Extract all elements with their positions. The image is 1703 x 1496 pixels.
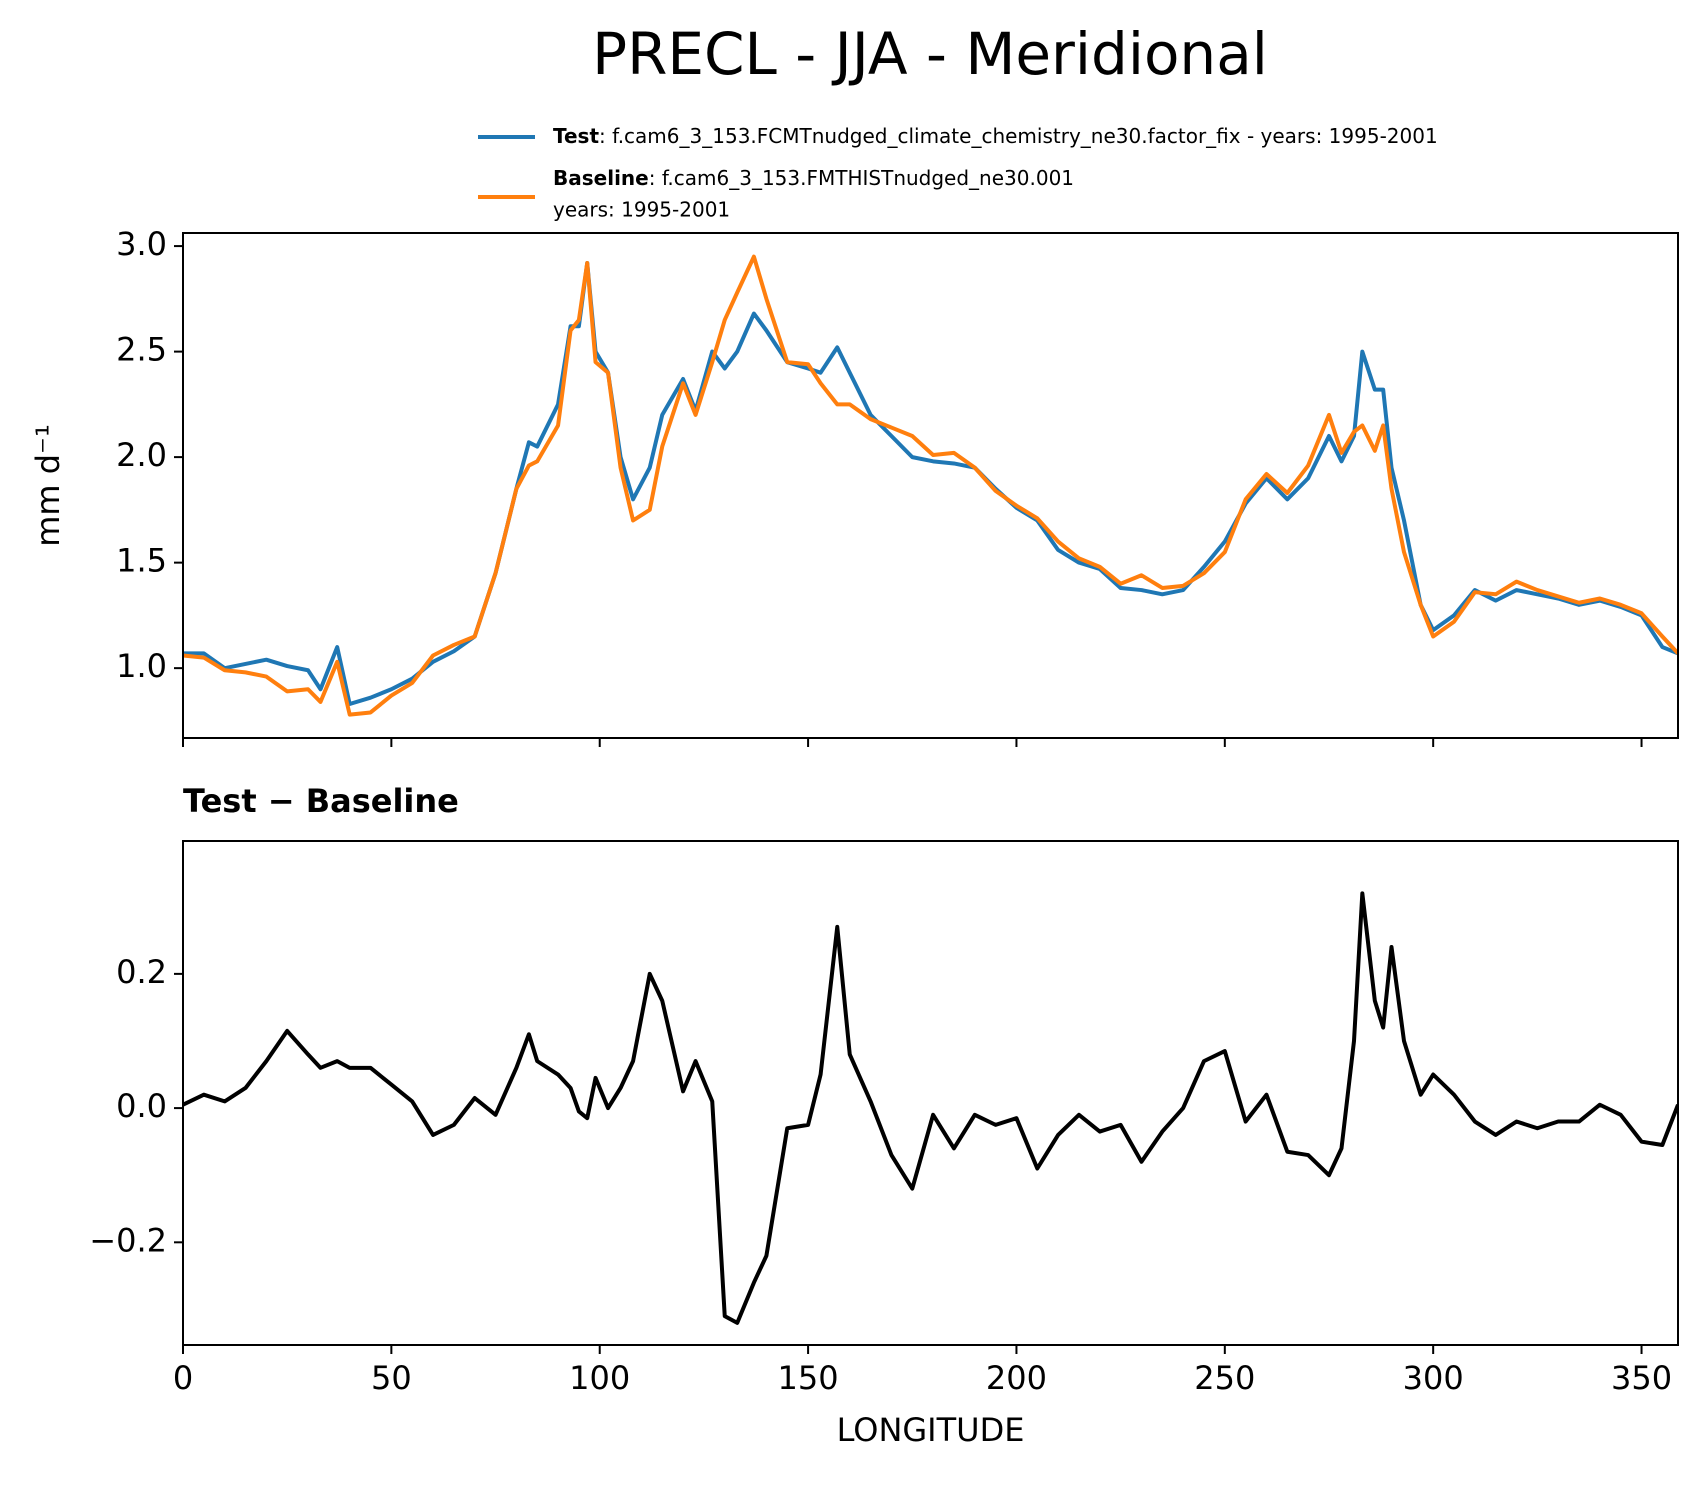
x-tick-label: 50 [371,1359,412,1397]
legend-label: Baseline: f.cam6_3_153.FMTHISTnudged_ne3… [553,166,1074,190]
x-tick-label: 100 [569,1359,630,1397]
data-line [183,891,1678,1325]
y-tick-label: 3.0 [116,225,167,263]
data-line [183,260,1678,707]
x-tick-label: 300 [1403,1359,1464,1397]
axes-frame [182,840,1679,1346]
x-tick-label: 250 [1194,1359,1255,1397]
y-tick-label: 1.5 [116,542,167,580]
legend-description: years: 1995-2001 [553,198,730,222]
x-tick-label: 150 [778,1359,839,1397]
x-tick-label: 350 [1611,1359,1672,1397]
y-tick-label: 0.0 [116,1087,167,1125]
legend-description: : f.cam6_3_153.FMTHISTnudged_ne30.001 [649,166,1074,190]
y-tick-label: 1.0 [116,647,167,685]
legend-label: Test: f.cam6_3_153.FCMTnudged_climate_ch… [553,124,1438,148]
y-tick-label: −0.2 [89,1221,167,1259]
x-axis-label: LONGITUDE [837,1411,1025,1449]
axes-frame [182,232,1679,739]
legend-description: : f.cam6_3_153.FCMTnudged_climate_chemis… [599,124,1438,148]
y-tick-label: 0.2 [116,953,167,991]
figure-title: PRECL - JJA - Meridional [592,20,1268,88]
y-tick-label: 2.5 [116,331,167,369]
y-tick-label: 2.0 [116,436,167,474]
data-line [183,254,1678,717]
x-tick-label: 200 [986,1359,1047,1397]
legend-name: Baseline [553,166,649,190]
legend-name: Test [553,124,599,148]
y-axis-label: mm d⁻¹ [29,424,67,547]
x-tick-label: 0 [173,1359,193,1397]
subplot-title: Test − Baseline [183,782,459,820]
